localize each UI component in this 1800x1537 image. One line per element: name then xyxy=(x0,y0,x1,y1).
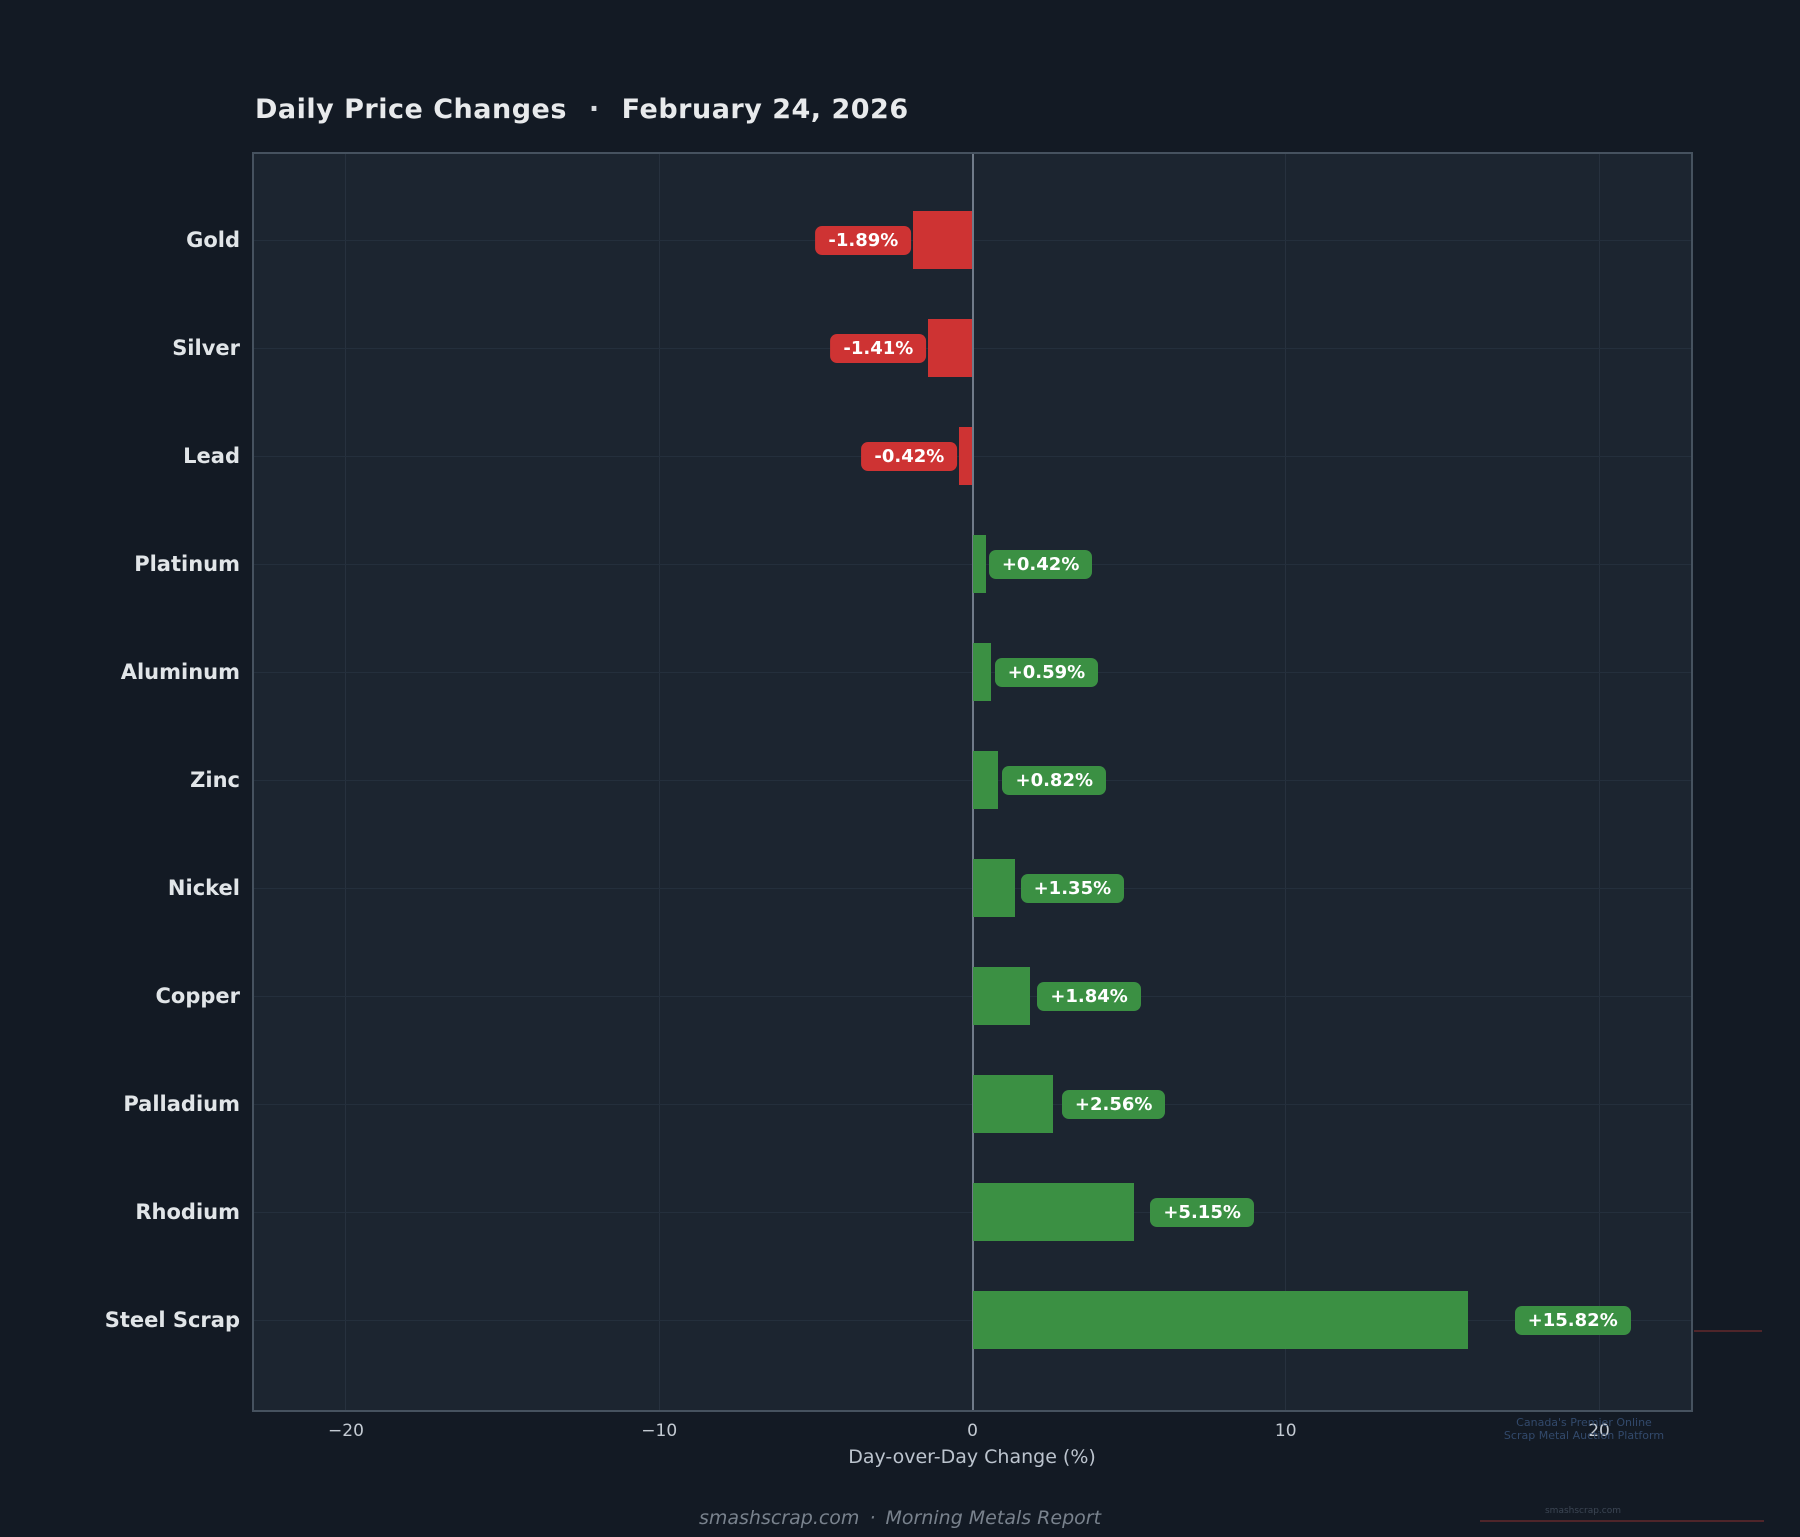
footer-caption: smashscrap.com · Morning Metals Report xyxy=(699,1507,1101,1529)
bar-lead xyxy=(959,427,973,485)
watermark-line-decoration-bottom xyxy=(1480,1520,1764,1522)
value-badge-lead: -0.42% xyxy=(861,441,958,471)
x-tick-label: −20 xyxy=(328,1421,364,1441)
bar-rhodium xyxy=(972,1183,1134,1241)
x-gridline xyxy=(1285,154,1287,1410)
watermark-tagline-2: Scrap Metal Auction Platform xyxy=(1503,1429,1665,1442)
y-label-rhodium: Rhodium xyxy=(135,1200,240,1224)
chart-title: Daily Price Changes · February 24, 2026 xyxy=(255,94,909,125)
x-gridline xyxy=(345,154,347,1410)
value-badge-silver: -1.41% xyxy=(830,333,927,363)
footer-report: Morning Metals Report xyxy=(885,1507,1102,1529)
x-gridline xyxy=(658,154,660,1410)
y-label-lead: Lead xyxy=(183,444,240,468)
y-label-platinum: Platinum xyxy=(134,552,240,576)
chart-title-date: February 24, 2026 xyxy=(621,94,909,125)
x-tick-label: 10 xyxy=(1274,1421,1297,1441)
bar-silver xyxy=(928,319,973,377)
y-label-gold: Gold xyxy=(186,228,240,252)
y-label-copper: Copper xyxy=(155,984,240,1008)
y-label-palladium: Palladium xyxy=(123,1092,240,1116)
value-badge-gold: -1.89% xyxy=(815,225,912,255)
x-tick-label: 20 xyxy=(1588,1421,1610,1441)
value-badge-platinum: +0.42% xyxy=(988,549,1093,579)
chart-title-text: Daily Price Changes xyxy=(255,94,567,125)
value-badge-aluminum: +0.59% xyxy=(994,657,1099,687)
footer-separator: · xyxy=(869,1507,876,1529)
value-badge-zinc: +0.82% xyxy=(1002,765,1107,795)
bar-nickel xyxy=(972,859,1015,917)
value-badge-copper: +1.84% xyxy=(1037,981,1141,1011)
value-badge-palladium: +2.56% xyxy=(1061,1089,1166,1119)
value-badge-rhodium: +5.15% xyxy=(1150,1197,1254,1227)
bar-steel-scrap xyxy=(972,1291,1469,1349)
watermark-line-decoration-top xyxy=(1694,1330,1762,1332)
x-axis-title: Day-over-Day Change (%) xyxy=(848,1446,1096,1468)
y-label-aluminum: Aluminum xyxy=(120,660,240,684)
y-label-steel-scrap: Steel Scrap xyxy=(104,1308,240,1332)
bar-aluminum xyxy=(972,643,991,701)
y-label-zinc: Zinc xyxy=(190,768,240,792)
value-badge-steel-scrap: +15.82% xyxy=(1514,1305,1631,1335)
bar-gold xyxy=(913,211,973,269)
x-tick-label: 0 xyxy=(967,1421,978,1441)
bar-zinc xyxy=(972,751,999,809)
value-badge-nickel: +1.35% xyxy=(1020,873,1125,903)
x-gridline xyxy=(1598,154,1600,1410)
watermark-tagline-1: Canada's Premier Online xyxy=(1516,1416,1652,1429)
y-label-silver: Silver xyxy=(172,336,240,360)
bar-palladium xyxy=(972,1075,1053,1133)
y-label-nickel: Nickel xyxy=(167,876,240,900)
chart-title-separator: · xyxy=(588,94,600,125)
footer-site: smashscrap.com xyxy=(698,1507,860,1529)
x-tick-label: −10 xyxy=(641,1421,678,1441)
bar-platinum xyxy=(972,535,986,593)
bar-copper xyxy=(972,967,1031,1025)
watermark-domain: smashscrap.com xyxy=(1544,1506,1622,1516)
